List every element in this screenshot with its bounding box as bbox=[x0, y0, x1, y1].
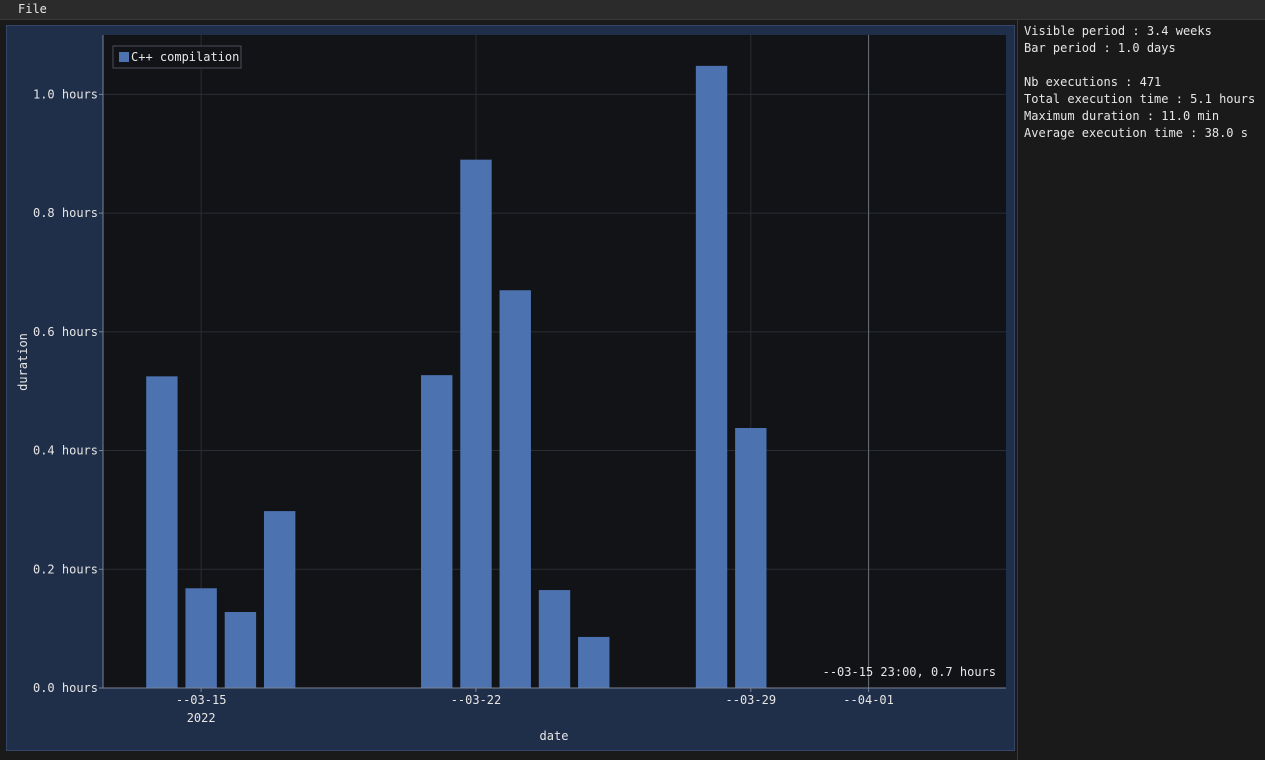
bar bbox=[538, 590, 571, 688]
stats-panel: Visible period : 3.4 weeks Bar period : … bbox=[1017, 20, 1265, 760]
bar bbox=[695, 65, 728, 689]
bar bbox=[578, 636, 610, 688]
y-tick-label: 0.0 hours bbox=[33, 681, 98, 695]
x-tick-label: --03-22 bbox=[451, 693, 502, 707]
hover-readout: --03-15 23:00, 0.7 hours bbox=[823, 665, 996, 679]
x-tick-label: --03-15 bbox=[176, 693, 227, 707]
bar bbox=[460, 159, 492, 688]
avg-time-text: Average execution time : 38.0 s bbox=[1024, 126, 1248, 140]
plot-window[interactable]: 0.0 hours 0.2 hours 0.4 hours 0.6 hours 0.8 … bbox=[6, 25, 1015, 751]
x-tick-year-label: 2022 bbox=[187, 711, 216, 725]
total-time-text: Total execution time : 5.1 hours bbox=[1024, 92, 1256, 106]
y-tick-label: 0.8 hours bbox=[33, 206, 98, 220]
x-tick-label: --03-29 bbox=[726, 693, 777, 707]
legend-box bbox=[112, 45, 242, 69]
duration-bar-chart[interactable]: 0.0 hours 0.2 hours 0.4 hours 0.6 hours 0.8 … bbox=[7, 26, 1014, 750]
bar bbox=[735, 427, 767, 688]
x-axis-label: date bbox=[540, 729, 569, 743]
visible-period-text: Visible period : 3.4 weeks bbox=[1024, 24, 1212, 38]
bar bbox=[421, 375, 453, 688]
bar bbox=[224, 612, 257, 688]
y-tick-label: 1.0 hours bbox=[33, 87, 98, 101]
file-menu[interactable]: File bbox=[18, 2, 47, 16]
max-duration-text: Maximum duration : 11.0 min bbox=[1024, 109, 1220, 123]
bar-period-text: Bar period : 1.0 days bbox=[1024, 41, 1176, 55]
legend-swatch bbox=[119, 52, 129, 62]
bar bbox=[499, 290, 531, 688]
plot-area bbox=[103, 35, 1006, 688]
menu-bar: File bbox=[0, 0, 1265, 20]
y-tick-label: 0.2 hours bbox=[33, 562, 98, 576]
bar bbox=[146, 376, 178, 688]
y-tick-label: 0.4 hours bbox=[33, 444, 98, 458]
x-tick-label: --04-01 bbox=[843, 693, 894, 707]
nb-executions-text: Nb executions : 471 bbox=[1024, 75, 1162, 89]
bar bbox=[185, 588, 217, 688]
legend-label: C++ compilation bbox=[131, 50, 239, 64]
y-tick-label: 0.6 hours bbox=[33, 325, 98, 339]
bar bbox=[263, 511, 296, 688]
legend: C++ compilation bbox=[112, 45, 242, 69]
y-axis-label: duration bbox=[16, 333, 30, 391]
